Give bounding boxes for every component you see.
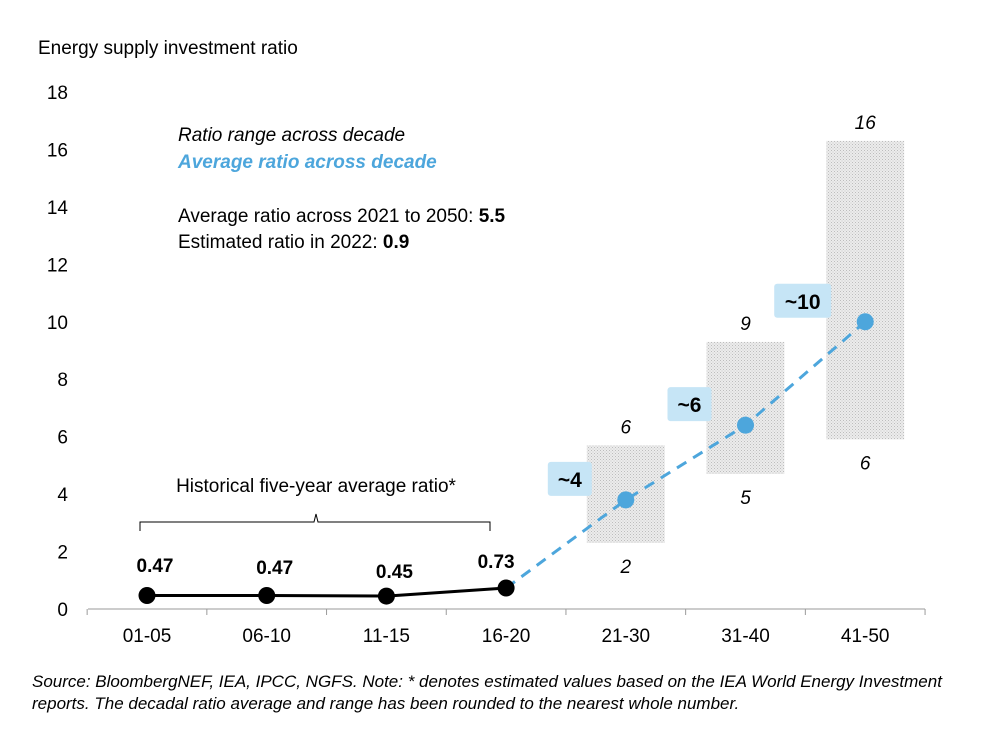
- x-tick-label: 01-05: [123, 626, 172, 647]
- y-tick-label: 2: [57, 543, 68, 564]
- stat-average-value: 5.5: [479, 206, 506, 227]
- stat-average-text: Average ratio across 2021 to 2050:: [178, 206, 479, 227]
- historical-series: [138, 579, 515, 605]
- historical-value-label: 0.45: [376, 562, 413, 583]
- historical-label: Historical five-year average ratio*: [176, 476, 456, 497]
- range-boxes: 6 2 9 5 16 6: [586, 113, 905, 578]
- historical-line: [147, 586, 507, 598]
- y-axis-title: Energy supply investment ratio: [38, 38, 298, 59]
- legend-average-label: Average ratio across decade: [177, 152, 437, 173]
- y-tick-label: 4: [57, 485, 68, 506]
- range-box: [706, 341, 785, 475]
- range-high-label: 6: [621, 417, 632, 438]
- y-tick-label: 14: [47, 198, 69, 219]
- average-label-box: [667, 387, 712, 422]
- range-low-label: 6: [860, 454, 871, 475]
- y-axis: 0 2 4 6 8 10 12 14 16 18: [47, 83, 69, 621]
- x-axis: 01-05 06-10 11-15 16-20 21-30 31-40 41-50: [86, 609, 926, 647]
- y-tick-label: 10: [47, 313, 68, 334]
- historical-point: [138, 587, 156, 605]
- range-high-label: 16: [855, 113, 877, 134]
- average-point: [856, 313, 874, 331]
- x-tick-label: 06-10: [242, 626, 291, 647]
- x-tick-label: 41-50: [841, 626, 890, 647]
- historical-value-labels: 0.47 0.47 0.45 0.73: [137, 552, 515, 583]
- x-tick-label: 11-15: [363, 626, 410, 647]
- stat-estimated-text: Estimated ratio in 2022:: [178, 232, 383, 253]
- range-box: [826, 140, 905, 440]
- average-line: [505, 320, 867, 590]
- range-low-label: 2: [620, 557, 632, 578]
- historical-point: [497, 579, 515, 597]
- average-point: [737, 416, 754, 434]
- historical-value-label: 0.73: [478, 552, 515, 573]
- x-tick-label: 16-20: [482, 626, 531, 647]
- y-tick-label: 8: [57, 370, 68, 391]
- average-value-label: ~10: [785, 291, 821, 314]
- y-tick-label: 0: [57, 600, 68, 621]
- average-value-label: ~6: [678, 394, 702, 417]
- average-value-label: ~4: [558, 469, 582, 492]
- stat-average-2021-2050: Average ratio across 2021 to 2050: 5.5: [178, 206, 506, 227]
- average-point: [617, 491, 635, 509]
- stat-estimated-value: 0.9: [383, 232, 409, 253]
- historical-value-label: 0.47: [137, 556, 174, 577]
- average-label-box: [774, 283, 832, 318]
- stat-estimated-2022: Estimated ratio in 2022: 0.9: [178, 232, 409, 253]
- average-series: ~4 ~6 ~10: [505, 283, 874, 590]
- legend-range-label: Ratio range across decade: [178, 125, 405, 146]
- y-tick-label: 12: [47, 255, 68, 276]
- y-tick-label: 18: [47, 83, 68, 104]
- historical-point: [258, 587, 276, 605]
- historical-point: [377, 587, 395, 605]
- x-tick-label: 31-40: [721, 626, 770, 647]
- average-label-box: [547, 461, 592, 496]
- y-tick-label: 6: [57, 428, 68, 449]
- historical-bracket: [139, 513, 491, 531]
- x-tick-label: 21-30: [601, 626, 650, 647]
- range-low-label: 5: [740, 488, 751, 509]
- source-note: Source: BloombergNEF, IEA, IPCC, NGFS. N…: [32, 672, 942, 713]
- historical-value-label: 0.47: [256, 558, 293, 579]
- range-high-label: 9: [740, 314, 751, 335]
- y-tick-label: 16: [47, 140, 68, 161]
